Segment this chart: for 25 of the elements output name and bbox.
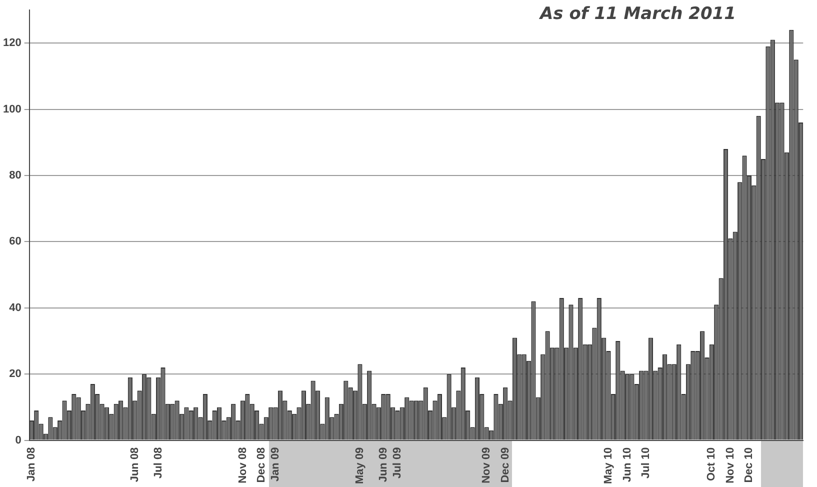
x-tick-label: Jun 09 — [377, 447, 390, 482]
x-tick-label: Dec 08 — [256, 447, 268, 483]
x-tick-label: Dec 10 — [743, 447, 756, 483]
x-tick-label: Nov 08 — [236, 447, 249, 484]
y-tick-label: 40 — [9, 302, 22, 314]
x-tick-label: Jan 08 — [26, 447, 38, 482]
x-tick-label: Nov 10 — [724, 447, 736, 484]
y-tick-label: 20 — [9, 368, 22, 380]
x-tick-label: May 09 — [354, 447, 366, 484]
x-tick-label: Jan 09 — [270, 447, 282, 482]
y-tick-label: 0 — [15, 434, 22, 446]
x-tick-label: Jul 09 — [392, 447, 404, 478]
x-tick-label: Jun 08 — [128, 447, 141, 482]
annotation: As of 11 March 2011 — [538, 4, 736, 24]
y-tick-label: 80 — [9, 170, 22, 182]
x-tick-label: Nov 09 — [480, 447, 493, 484]
y-tick-label: 100 — [2, 103, 22, 116]
x-tick-label: Jun 10 — [621, 447, 634, 482]
y-tick-label: 120 — [2, 37, 22, 50]
y-tick-label: 60 — [9, 236, 22, 248]
x-tick-label: Oct 10 — [706, 447, 718, 481]
x-tick-label: Dec 09 — [499, 447, 512, 483]
x-tick-label: May 10 — [602, 447, 615, 484]
x-tick-label: Jul 08 — [152, 447, 164, 478]
x-tick-label: Jul 10 — [640, 447, 652, 478]
